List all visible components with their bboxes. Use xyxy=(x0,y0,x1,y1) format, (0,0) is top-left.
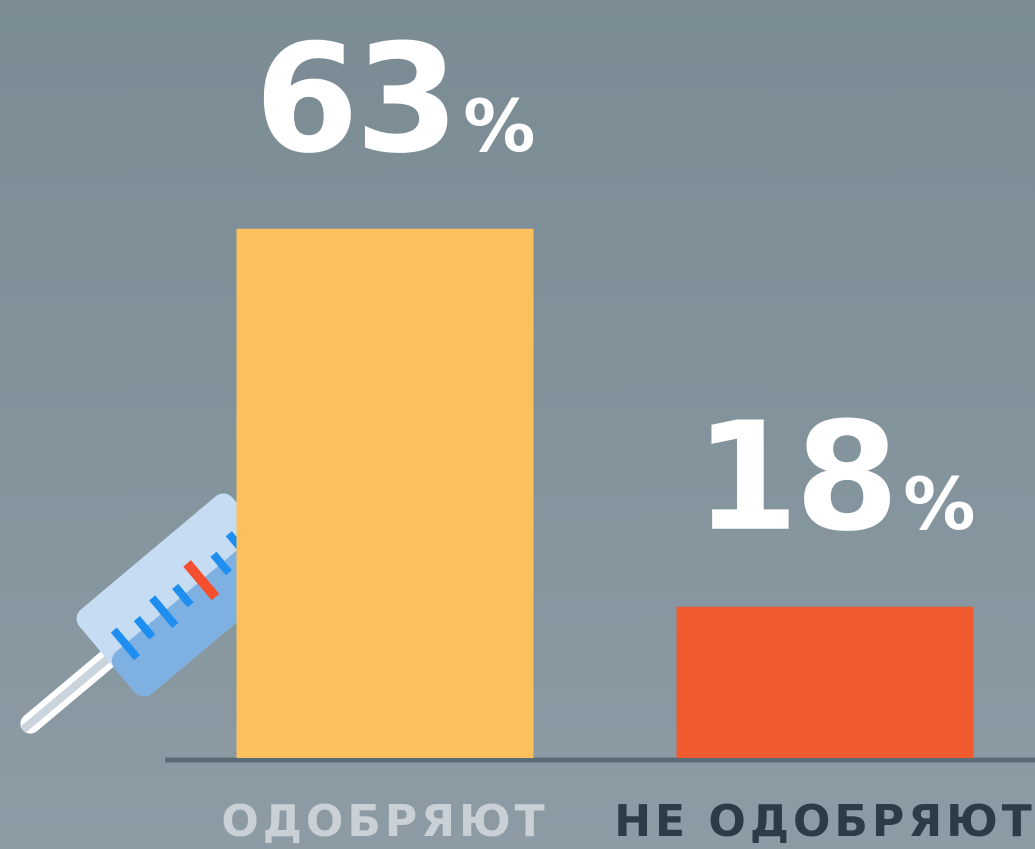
x-tick-label: НЕ ОДОБРЯЮТ xyxy=(614,796,1035,847)
value-label: 63% xyxy=(255,13,536,187)
x-tick-label: ОДОБРЯЮТ xyxy=(221,796,548,847)
bar xyxy=(236,228,534,759)
bar xyxy=(676,606,974,758)
value-label: 18% xyxy=(695,391,976,565)
